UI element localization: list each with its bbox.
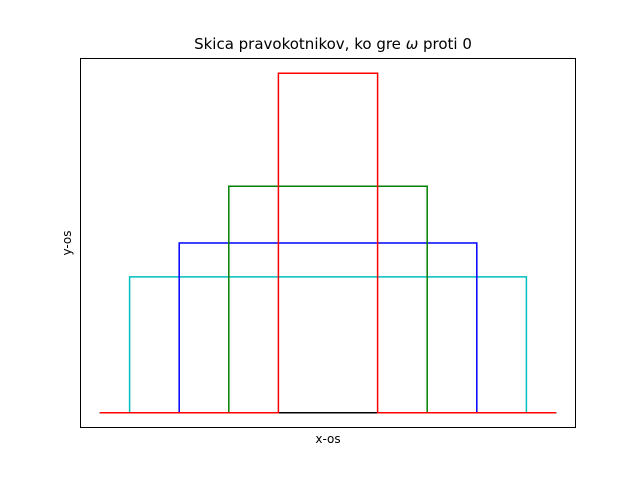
y-axis-label: y-os (60, 230, 74, 255)
plot-series-group (99, 72, 557, 414)
chart-title: Skica pravokotnikov, ko gre ω proti 0 (194, 35, 472, 53)
x-axis-label: x-os (315, 432, 340, 446)
chart-title-prefix: Skica pravokotnikov, ko gre (194, 35, 406, 53)
plot-frame (80, 58, 576, 428)
series-line-1 (99, 72, 557, 414)
chart-title-symbol: ω (406, 35, 419, 53)
chart-title-suffix: proti 0 (418, 35, 472, 53)
